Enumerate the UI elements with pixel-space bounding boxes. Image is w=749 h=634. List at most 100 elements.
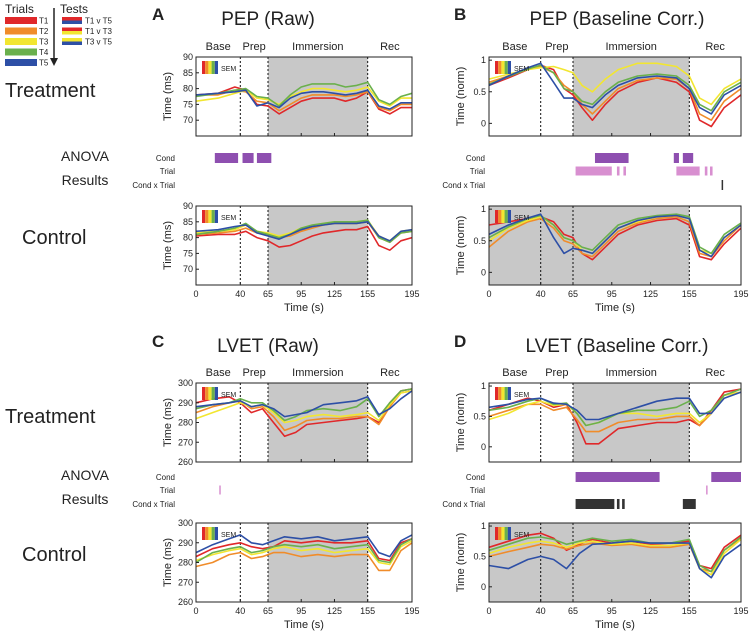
legend-trial-label: T3: [39, 38, 49, 47]
y-tick-label: 1: [481, 521, 486, 531]
sem-swatch: [498, 61, 502, 74]
x-tick-label: 125: [327, 289, 342, 299]
anova-trial-bar: [704, 166, 708, 176]
plot-frame: [488, 522, 742, 603]
y-tick-label: 0.5: [473, 87, 486, 97]
anova-interaction-bar: [616, 499, 620, 509]
anova-interaction-bar: [575, 499, 615, 509]
anova-cond-bar: [256, 153, 272, 163]
phase-label: Base: [502, 367, 527, 379]
plot-area: [195, 205, 413, 286]
x-tick-label: 95: [296, 289, 306, 299]
series-line-t4: [195, 219, 413, 244]
x-tick-label: 65: [568, 606, 578, 616]
panel-title: LVET (Baseline Corr.): [525, 336, 708, 357]
x-tick-label: 195: [733, 606, 748, 616]
y-tick-label: 280: [178, 418, 193, 428]
sem-swatch: [214, 527, 218, 540]
anova-interaction-bar: [682, 499, 696, 509]
x-tick-label: 0: [193, 289, 198, 299]
sem-swatch: [504, 387, 508, 400]
legend-trial-swatch: [5, 27, 37, 35]
legend-test-label: T1 v T3: [85, 27, 113, 36]
sem-swatch: [205, 527, 209, 540]
sem-swatch: [214, 61, 218, 74]
legend-trial-label: T2: [39, 27, 49, 36]
y-axis-label: Time (ms): [162, 538, 174, 587]
plot-area: [488, 522, 742, 603]
plot-area: [195, 522, 413, 603]
y-tick-label: 300: [178, 518, 193, 528]
y-tick-label: 0.5: [473, 411, 486, 421]
y-axis-label: Time (ms): [162, 221, 174, 270]
anova-trial-bar: [219, 485, 221, 495]
phase-label: Base: [206, 41, 231, 53]
immersion-shading: [268, 523, 368, 602]
panel-letter: A: [152, 5, 164, 24]
sem-swatch: [208, 210, 212, 223]
sem-swatch: [495, 527, 499, 540]
plot-area: [488, 56, 742, 137]
plot-area: [488, 205, 742, 286]
sem-swatch: [495, 210, 499, 223]
legend-test-label: T1 v T5: [85, 17, 113, 26]
sem-swatch: [501, 527, 505, 540]
y-tick-label: 0: [481, 582, 486, 592]
x-tick-label: 155: [360, 289, 375, 299]
panel-title: PEP (Baseline Corr.): [530, 9, 705, 30]
legend-test-swatch-a: [62, 27, 82, 31]
panel-letter: B: [454, 5, 466, 24]
sem-swatch: [211, 210, 215, 223]
y-tick-label: 260: [178, 597, 193, 607]
sem-swatch: [202, 527, 206, 540]
sem-label: SEM: [514, 66, 529, 73]
y-tick-label: 75: [183, 248, 193, 258]
panel-title: LVET (Raw): [217, 336, 319, 357]
sem-label: SEM: [221, 66, 236, 73]
series-line-t4: [195, 81, 413, 107]
series-line-t5: [488, 62, 742, 115]
x-axis-label: Time (s): [284, 619, 324, 631]
anova-cond-bar: [711, 472, 741, 482]
y-axis-label: Time (norm): [455, 216, 467, 275]
series-line-t1: [195, 538, 413, 562]
sem-swatch: [501, 387, 505, 400]
sem-swatch: [498, 387, 502, 400]
plot-frame: [488, 205, 742, 286]
anova-row-label: Trial: [160, 167, 175, 176]
phase-label: Immersion: [605, 41, 656, 53]
legend-test-swatch-b: [62, 20, 82, 24]
legend-test-swatch-b: [62, 41, 82, 45]
panel-title: PEP (Raw): [221, 9, 315, 30]
series-line-t5: [488, 391, 742, 421]
row-label-control: Control: [22, 227, 86, 249]
immersion-shading: [573, 57, 690, 136]
row-label-results: Results: [62, 172, 109, 188]
y-tick-label: 70: [183, 115, 193, 125]
anova-cond-bar: [594, 153, 629, 163]
plot-area: [195, 382, 413, 463]
x-axis-label: Time (s): [595, 619, 635, 631]
phase-label: Immersion: [605, 367, 656, 379]
x-tick-label: 40: [536, 606, 546, 616]
y-tick-label: 0.5: [473, 236, 486, 246]
sem-swatch: [205, 61, 209, 74]
phase-label: Prep: [545, 41, 568, 53]
series-line-t2: [488, 65, 742, 121]
anova-cond-bar: [682, 153, 694, 163]
sem-label: SEM: [221, 215, 236, 222]
sem-swatch: [202, 210, 206, 223]
sem-swatch: [211, 61, 215, 74]
sem-swatch: [214, 210, 218, 223]
anova-cond-bar: [214, 153, 239, 163]
phase-label: Rec: [705, 367, 725, 379]
x-tick-label: 125: [643, 289, 658, 299]
plot-frame: [195, 205, 413, 286]
sem-swatch: [501, 210, 505, 223]
anova-row-label: Trial: [470, 486, 485, 495]
phase-label: Immersion: [292, 367, 343, 379]
sem-swatch: [507, 210, 511, 223]
anova-trial-bar: [623, 166, 626, 176]
sem-swatch: [495, 387, 499, 400]
